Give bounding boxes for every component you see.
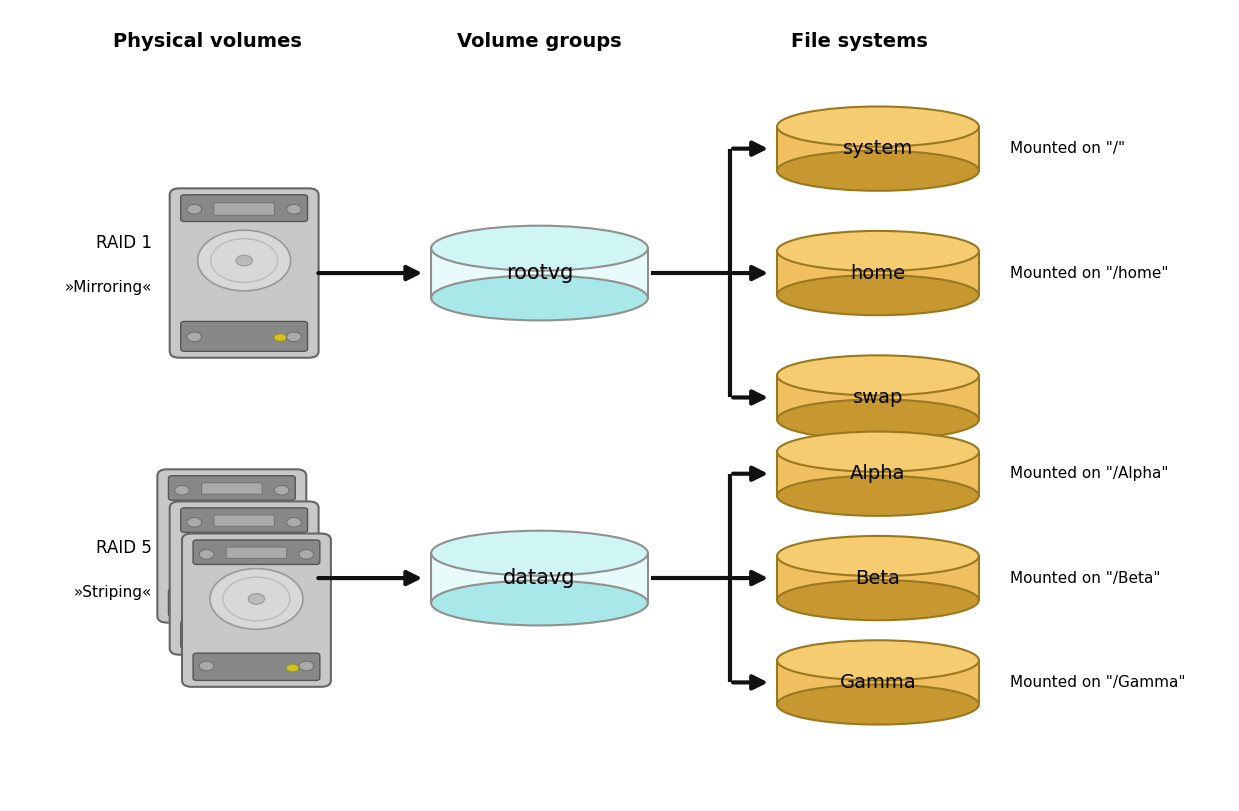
Ellipse shape [286, 517, 301, 527]
Ellipse shape [777, 231, 979, 271]
FancyBboxPatch shape [227, 547, 286, 559]
Ellipse shape [199, 661, 214, 671]
Ellipse shape [274, 597, 289, 607]
Ellipse shape [274, 633, 286, 640]
FancyBboxPatch shape [777, 375, 979, 419]
FancyBboxPatch shape [777, 452, 979, 496]
Text: home: home [850, 264, 906, 282]
Ellipse shape [187, 629, 202, 639]
Ellipse shape [431, 530, 648, 576]
Ellipse shape [274, 485, 289, 495]
Ellipse shape [209, 569, 304, 629]
Ellipse shape [299, 661, 313, 671]
FancyBboxPatch shape [193, 653, 320, 680]
FancyBboxPatch shape [182, 534, 331, 687]
FancyBboxPatch shape [157, 470, 306, 623]
Text: RAID 1: RAID 1 [95, 234, 152, 251]
Ellipse shape [224, 530, 240, 540]
Ellipse shape [431, 276, 648, 320]
Text: Mounted on "/Beta": Mounted on "/Beta" [1010, 571, 1160, 586]
FancyBboxPatch shape [214, 515, 275, 526]
Ellipse shape [286, 204, 301, 214]
Ellipse shape [777, 431, 979, 472]
Text: Beta: Beta [855, 569, 901, 588]
FancyBboxPatch shape [777, 556, 979, 600]
Ellipse shape [198, 537, 291, 597]
FancyBboxPatch shape [431, 248, 648, 298]
Text: system: system [843, 139, 913, 158]
FancyBboxPatch shape [431, 553, 648, 603]
Text: Mounted on "/": Mounted on "/" [1010, 141, 1125, 157]
Ellipse shape [286, 664, 299, 672]
FancyBboxPatch shape [181, 621, 307, 648]
Text: Mounted on "/Gamma": Mounted on "/Gamma" [1010, 675, 1186, 690]
Text: Mounted on "/Alpha": Mounted on "/Alpha" [1010, 466, 1168, 481]
Ellipse shape [175, 597, 190, 607]
Text: Gamma: Gamma [840, 673, 917, 692]
Ellipse shape [198, 230, 291, 291]
Ellipse shape [431, 581, 648, 625]
Ellipse shape [235, 561, 253, 572]
Ellipse shape [777, 275, 979, 315]
Text: RAID 5: RAID 5 [95, 539, 152, 556]
Ellipse shape [186, 504, 279, 565]
Ellipse shape [261, 600, 274, 607]
Ellipse shape [286, 332, 301, 341]
Text: swap: swap [852, 388, 903, 407]
Text: File systems: File systems [790, 32, 928, 51]
FancyBboxPatch shape [170, 501, 318, 654]
FancyBboxPatch shape [181, 321, 307, 351]
Ellipse shape [274, 334, 286, 341]
Ellipse shape [777, 684, 979, 724]
Text: »Mirroring«: »Mirroring« [64, 280, 152, 295]
Text: rootvg: rootvg [506, 263, 574, 283]
Text: datavg: datavg [503, 568, 576, 588]
Ellipse shape [199, 550, 214, 560]
Ellipse shape [175, 485, 190, 495]
Ellipse shape [777, 640, 979, 680]
Ellipse shape [187, 332, 202, 341]
Ellipse shape [299, 550, 313, 560]
Ellipse shape [777, 580, 979, 620]
Ellipse shape [777, 151, 979, 191]
FancyBboxPatch shape [169, 476, 295, 500]
Ellipse shape [187, 517, 202, 527]
Ellipse shape [777, 476, 979, 516]
Ellipse shape [286, 629, 301, 639]
FancyBboxPatch shape [777, 660, 979, 705]
Ellipse shape [187, 204, 202, 214]
Ellipse shape [431, 225, 648, 271]
FancyBboxPatch shape [170, 188, 318, 358]
Text: »Striping«: »Striping« [73, 585, 152, 600]
FancyBboxPatch shape [777, 251, 979, 295]
FancyBboxPatch shape [777, 127, 979, 171]
Ellipse shape [777, 400, 979, 440]
FancyBboxPatch shape [214, 203, 275, 216]
Text: Alpha: Alpha [850, 464, 906, 483]
Ellipse shape [777, 106, 979, 147]
Ellipse shape [235, 255, 253, 266]
Ellipse shape [248, 594, 265, 604]
Text: Volume groups: Volume groups [457, 32, 622, 51]
Text: Mounted on "/home": Mounted on "/home" [1010, 265, 1168, 281]
Ellipse shape [777, 355, 979, 396]
FancyBboxPatch shape [193, 540, 320, 564]
Text: Physical volumes: Physical volumes [113, 32, 301, 51]
FancyBboxPatch shape [181, 508, 307, 532]
FancyBboxPatch shape [181, 195, 307, 221]
FancyBboxPatch shape [169, 589, 295, 616]
FancyBboxPatch shape [202, 483, 263, 494]
Ellipse shape [777, 536, 979, 576]
